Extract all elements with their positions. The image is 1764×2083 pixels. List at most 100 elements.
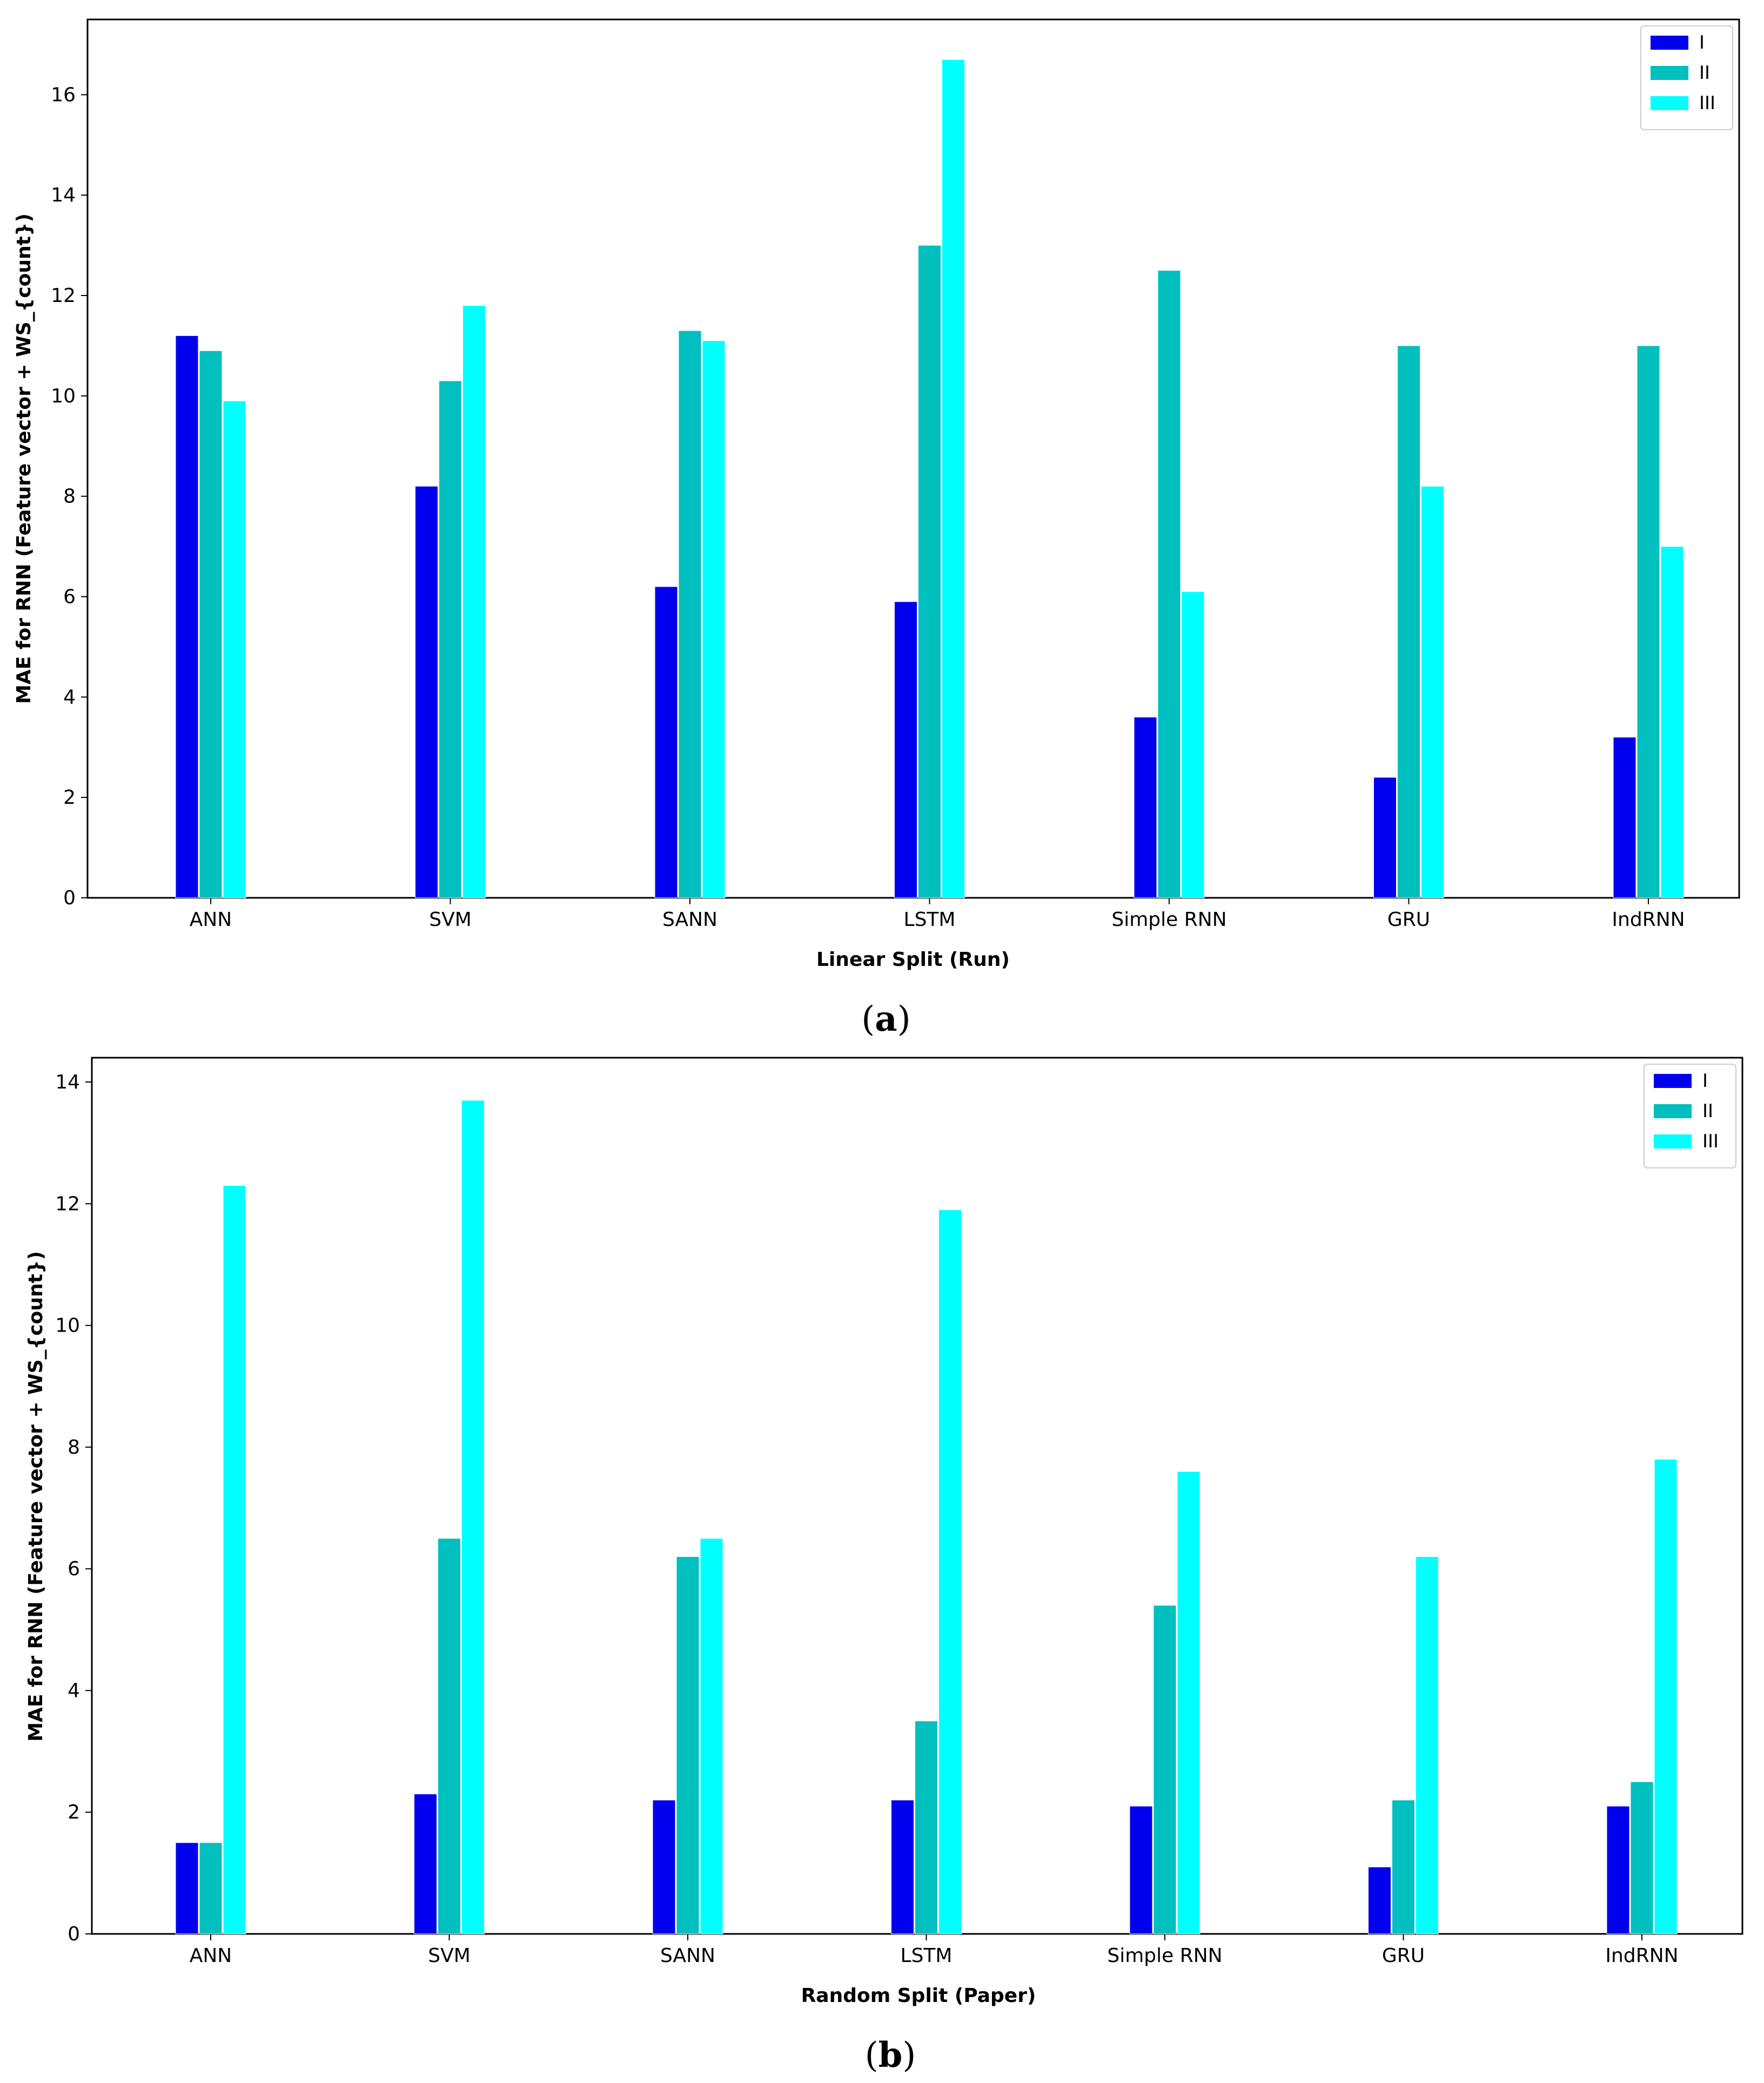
y-tick-label: 12 [51, 285, 76, 307]
bar-gru-i [1373, 777, 1397, 898]
x-tick-label: GRU [1387, 909, 1430, 931]
bar-gru-ii [1392, 1799, 1415, 1934]
bar-indrnn-i [1613, 737, 1636, 898]
bar-ann-ii [199, 1842, 223, 1934]
bar-gru-iii [1421, 486, 1444, 898]
x-tick-label: Simple RNN [1111, 909, 1226, 931]
bar-gru-i [1368, 1866, 1391, 1934]
chart-panel-b: 0 2 4 6 8 10 12 14 ANN SVM SANN LSTM Simple RNN GRU I… [25, 1057, 1743, 2075]
bar-lstm-iii [938, 1210, 962, 1934]
bar-simple-rnn-iii [1177, 1471, 1200, 1934]
y-axis-a: 0 2 4 6 8 10 12 14 16 [51, 84, 88, 909]
legend-label-i: I [1699, 32, 1705, 53]
bar-simple-rnn-iii [1181, 591, 1205, 898]
x-tick-label: SVM [429, 909, 472, 931]
bar-svm-ii [439, 380, 462, 898]
bar-lstm-i [891, 1799, 914, 1934]
bar-ann-iii [223, 400, 246, 898]
y-tick-label: 6 [63, 586, 76, 608]
bar-ann-i [175, 1842, 199, 1934]
bar-ann-i [175, 335, 199, 898]
y-tick-label: 16 [51, 84, 76, 106]
bar-simple-rnn-ii [1157, 270, 1181, 898]
x-tick-label: ANN [190, 1945, 232, 1967]
bar-lstm-ii [915, 1721, 938, 1934]
bar-svm-iii [462, 305, 486, 898]
y-tick-label: 2 [63, 787, 76, 809]
y-axis-title-b: MAE for RNN (Feature vector + WS_{count}… [25, 1251, 47, 1742]
legend-swatch-i [1654, 1074, 1692, 1088]
bar-simple-rnn-ii [1153, 1605, 1177, 1934]
bar-lstm-iii [942, 59, 965, 898]
legend-swatch-i [1651, 36, 1688, 50]
bar-ann-ii [199, 350, 223, 898]
bar-ann-iii [223, 1185, 246, 1934]
legend-label-ii: II [1702, 1100, 1713, 1122]
legend-label-iii: III [1702, 1131, 1719, 1152]
y-tick-label: 14 [55, 1071, 80, 1093]
bar-gru-iii [1416, 1556, 1439, 1934]
legend-label-iii: III [1699, 92, 1715, 114]
x-axis-title-a: Linear Split (Run) [816, 949, 1010, 971]
y-tick-label: 4 [68, 1679, 80, 1702]
bar-svm-ii [438, 1538, 461, 1934]
x-axis-b: ANN SVM SANN LSTM Simple RNN GRU IndRNN [190, 1934, 1679, 1967]
bar-sann-iii [702, 340, 726, 898]
bar-indrnn-ii [1630, 1781, 1654, 1934]
x-tick-label: LSTM [904, 909, 956, 931]
x-tick-label: IndRNN [1605, 1945, 1678, 1967]
bar-indrnn-ii [1636, 345, 1660, 898]
legend-swatch-iii [1651, 96, 1688, 110]
bar-indrnn-iii [1654, 1459, 1678, 1934]
x-tick-label: SANN [662, 909, 717, 931]
legend-label-i: I [1702, 1070, 1708, 1092]
bar-indrnn-iii [1660, 546, 1684, 898]
bar-simple-rnn-i [1129, 1805, 1153, 1934]
chart-panel-a: 0 2 4 6 8 10 12 14 16 ANN SVM SANN LSTM Simple RNN GR… [13, 18, 1740, 1039]
y-tick-label: 10 [51, 385, 76, 407]
bar-sann-iii [700, 1538, 723, 1934]
x-axis-title-b: Random Split (Paper) [801, 1985, 1036, 2007]
bar-svm-i [414, 1793, 437, 1934]
bars-a [175, 59, 1684, 898]
bar-svm-iii [461, 1100, 485, 1934]
x-tick-label: LSTM [901, 1945, 953, 1967]
x-tick-label: SANN [660, 1945, 715, 1967]
y-tick-label: 0 [68, 1923, 80, 1945]
y-tick-label: 14 [51, 184, 76, 206]
legend-label-ii: II [1699, 62, 1710, 84]
bar-gru-ii [1397, 345, 1420, 898]
bar-sann-i [654, 586, 678, 898]
x-tick-label: Simple RNN [1107, 1945, 1222, 1967]
x-tick-label: SVM [428, 1945, 471, 1967]
y-tick-label: 12 [55, 1193, 80, 1215]
bar-sann-i [652, 1799, 676, 1934]
panel-label-a: (a) [861, 999, 910, 1039]
x-axis-a: ANN SVM SANN LSTM Simple RNN GRU IndRNN [190, 898, 1685, 931]
y-tick-label: 4 [63, 686, 76, 708]
x-tick-label: GRU [1382, 1945, 1425, 1967]
y-tick-label: 8 [68, 1436, 80, 1459]
bars-b [175, 1100, 1678, 1934]
y-tick-label: 0 [63, 887, 76, 909]
bar-svm-i [415, 486, 438, 898]
bar-lstm-i [894, 601, 917, 898]
y-tick-label: 2 [68, 1802, 80, 1824]
legend-swatch-ii [1651, 66, 1688, 80]
y-tick-label: 8 [63, 486, 76, 508]
x-tick-label: IndRNN [1612, 909, 1685, 931]
y-axis-b: 0 2 4 6 8 10 12 14 [55, 1071, 92, 1945]
y-tick-label: 10 [55, 1315, 80, 1337]
y-tick-label: 6 [68, 1558, 80, 1580]
y-axis-title-a: MAE for RNN (Feature vector + WS_{count}… [13, 213, 35, 704]
x-tick-label: ANN [190, 909, 232, 931]
bar-sann-ii [676, 1556, 700, 1934]
panel-label-b: (b) [865, 2035, 916, 2075]
bar-sann-ii [678, 330, 702, 898]
legend-swatch-iii [1654, 1134, 1692, 1148]
legend-swatch-ii [1654, 1104, 1692, 1118]
bar-lstm-ii [918, 245, 941, 898]
